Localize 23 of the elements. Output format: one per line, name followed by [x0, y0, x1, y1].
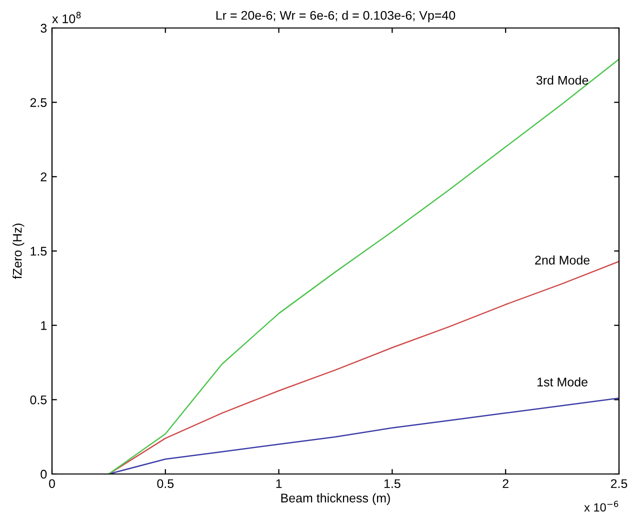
- chart-title: Lr = 20e-6; Wr = 6e-6; d = 0.103e-6; Vp=40: [216, 10, 456, 22]
- x-tick-label: 2: [502, 479, 508, 488]
- y-tick-label: 2.5: [30, 98, 47, 107]
- line-series: [108, 58, 619, 474]
- y-axis-title: fZero (Hz): [12, 224, 24, 279]
- series-label: 3rd Mode: [536, 76, 588, 85]
- y-tick-label: 0.5: [30, 395, 47, 404]
- text: x 10$^{8}$: [52, 12, 81, 24]
- x-axis-title: Beam thickness (m): [281, 493, 390, 505]
- y-tick-label: 0: [40, 470, 47, 479]
- series-label: 2nd Mode: [535, 255, 590, 265]
- x-tick-label: 2.5: [610, 479, 628, 488]
- x-tick-label: 0.5: [157, 479, 174, 488]
- y-tick-label: 3: [40, 24, 47, 33]
- series-label: 1st Mode: [538, 377, 588, 386]
- x-tick-label: 0: [49, 479, 55, 488]
- x-tick-label: 1: [276, 479, 282, 488]
- y-tick-label: 2: [40, 172, 47, 182]
- text: x 10$^{−6}$: [584, 500, 618, 512]
- line-series: [108, 398, 619, 474]
- y-tick-label: 1: [41, 321, 47, 330]
- y-tick-label: 1.5: [30, 246, 47, 256]
- x-tick-label: 1.5: [384, 479, 400, 488]
